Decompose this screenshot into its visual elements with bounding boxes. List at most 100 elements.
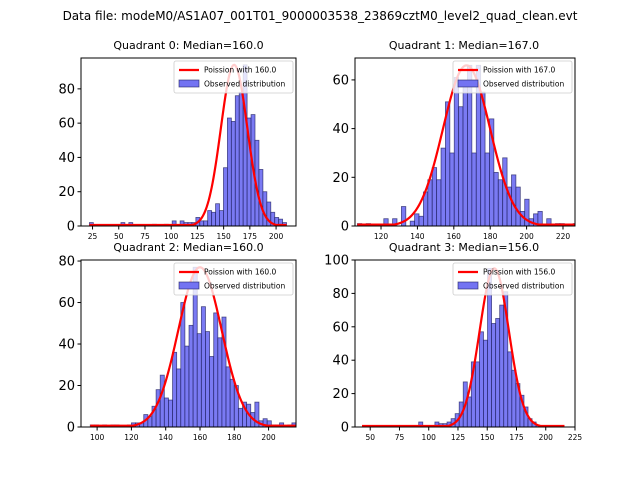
histogram-bar bbox=[168, 399, 173, 427]
x-tick-label: 140 bbox=[159, 433, 174, 442]
x-tick-label: 175 bbox=[243, 232, 258, 241]
histogram-bar bbox=[483, 339, 488, 427]
legend-box bbox=[452, 60, 573, 94]
x-tick-label: 75 bbox=[395, 433, 405, 442]
histogram-bar bbox=[493, 172, 499, 226]
histogram-bar bbox=[497, 179, 504, 226]
y-tick-label: 20 bbox=[332, 387, 349, 402]
x-tick-label: 125 bbox=[190, 232, 205, 241]
histogram-bar bbox=[507, 351, 513, 427]
histogram-bar bbox=[427, 179, 433, 226]
x-tick-label: 125 bbox=[451, 433, 466, 442]
panel-title: Quadrant 2: Median=160.0 bbox=[113, 241, 263, 254]
histogram-bar bbox=[213, 312, 219, 427]
x-tick-label: 160 bbox=[193, 433, 208, 442]
histogram-bar bbox=[227, 117, 232, 226]
legend: Poission with 156.0 Observed distribution bbox=[452, 262, 573, 296]
y-tick-label: 60 bbox=[58, 296, 75, 311]
histogram-bar bbox=[495, 318, 501, 427]
poisson-curve bbox=[362, 267, 565, 427]
histogram-bar bbox=[449, 152, 455, 226]
x-tick-label: 200 bbox=[269, 232, 284, 241]
histogram-bar bbox=[171, 220, 177, 226]
histogram-bar bbox=[215, 203, 220, 226]
y-tick-label: 40 bbox=[58, 151, 75, 166]
histogram-bar bbox=[515, 186, 521, 226]
histogram-bar bbox=[184, 345, 190, 427]
histogram-bar bbox=[237, 407, 243, 427]
legend-label: Poission with 167.0 bbox=[483, 66, 556, 75]
x-tick-label: 75 bbox=[140, 232, 150, 241]
x-tick-label: 220 bbox=[556, 232, 571, 241]
poisson-curve bbox=[89, 63, 287, 226]
y-tick-label: 60 bbox=[58, 117, 75, 132]
x-tick-label: 150 bbox=[480, 433, 495, 442]
legend: Poission with 167.0 Observed distribution bbox=[452, 60, 573, 94]
panel-quadrant-1: Quadrant 1: Median=167.0 0 20 40 60 120 140 16… bbox=[332, 39, 576, 241]
panel-title: Quadrant 3: Median=156.0 bbox=[389, 241, 539, 254]
y-tick-label: 0 bbox=[341, 421, 349, 436]
x-tick-label: 160 bbox=[447, 232, 462, 241]
histogram-bar bbox=[207, 210, 213, 226]
y-tick-label: 0 bbox=[67, 220, 75, 235]
legend-label: Poission with 160.0 bbox=[204, 268, 277, 277]
histogram-bar bbox=[188, 324, 194, 427]
histogram-bars bbox=[356, 64, 575, 226]
histogram-bar bbox=[234, 95, 240, 226]
histogram-bar bbox=[409, 220, 416, 226]
y-tick-label: 0 bbox=[341, 220, 349, 235]
histogram-bar bbox=[502, 157, 508, 226]
histogram-bar bbox=[524, 198, 530, 226]
x-tick-label: 200 bbox=[261, 433, 276, 442]
legend-label: Poission with 156.0 bbox=[483, 268, 556, 277]
x-tick-label: 100 bbox=[164, 232, 179, 241]
axes-frame bbox=[354, 259, 576, 428]
histogram-bar bbox=[196, 333, 202, 427]
axes-frame bbox=[80, 57, 297, 227]
x-tick-label: 50 bbox=[365, 433, 375, 442]
legend-bar-swatch bbox=[178, 281, 200, 290]
legend-bar-swatch bbox=[457, 281, 479, 290]
panel-quadrant-0: Quadrant 0: Median=160.0 0 20 40 60 80 25 50 75… bbox=[58, 39, 297, 241]
legend: Poission with 160.0 Observed distribution bbox=[173, 262, 294, 296]
y-tick-label: 20 bbox=[58, 379, 75, 394]
x-tick-label: 120 bbox=[374, 232, 389, 241]
x-tick-label: 180 bbox=[483, 232, 498, 241]
legend: Poission with 160.0 Observed distribution bbox=[173, 60, 294, 94]
histogram-bar bbox=[219, 210, 224, 226]
y-tick-label: 60 bbox=[332, 73, 349, 88]
histogram-bar bbox=[484, 152, 490, 226]
histogram-bar bbox=[200, 306, 206, 427]
x-tick-label: 25 bbox=[88, 232, 98, 241]
histogram-bar bbox=[440, 147, 446, 226]
histogram-bar bbox=[414, 213, 420, 226]
x-tick-label: 100 bbox=[422, 433, 437, 442]
axes-frame bbox=[80, 259, 297, 428]
legend-bar-swatch bbox=[178, 79, 200, 88]
panel-title: Quadrant 1: Median=167.0 bbox=[389, 39, 539, 52]
histogram-bar bbox=[238, 91, 244, 226]
histogram-bar bbox=[225, 366, 231, 427]
y-tick-label: 0 bbox=[67, 421, 75, 436]
histogram-bar bbox=[199, 220, 205, 226]
x-tick-label: 120 bbox=[124, 433, 139, 442]
x-tick-label: 150 bbox=[216, 232, 231, 241]
histogram-bar bbox=[211, 211, 216, 226]
histogram-bar bbox=[230, 121, 236, 226]
panel-quadrant-3: Quadrant 3: Median=156.0 0 20 40 60 80 100 50 7… bbox=[324, 241, 582, 442]
panel-quadrant-2: Quadrant 2: Median=160.0 0 20 40 60 80 100 120… bbox=[58, 241, 297, 442]
histogram-bar bbox=[203, 220, 209, 226]
y-tick-label: 40 bbox=[332, 122, 349, 137]
histogram-bar bbox=[155, 389, 161, 427]
x-tick-label: 200 bbox=[519, 232, 534, 241]
y-tick-label: 80 bbox=[58, 255, 75, 270]
histogram-bar bbox=[499, 304, 505, 427]
legend-box bbox=[173, 60, 294, 94]
histogram-bar bbox=[491, 323, 497, 427]
legend-label: Observed distribution bbox=[204, 282, 285, 291]
histogram-bar bbox=[436, 179, 442, 226]
y-tick-label: 20 bbox=[58, 185, 75, 200]
histogram-bar bbox=[176, 368, 182, 427]
histogram-bar bbox=[172, 351, 178, 427]
